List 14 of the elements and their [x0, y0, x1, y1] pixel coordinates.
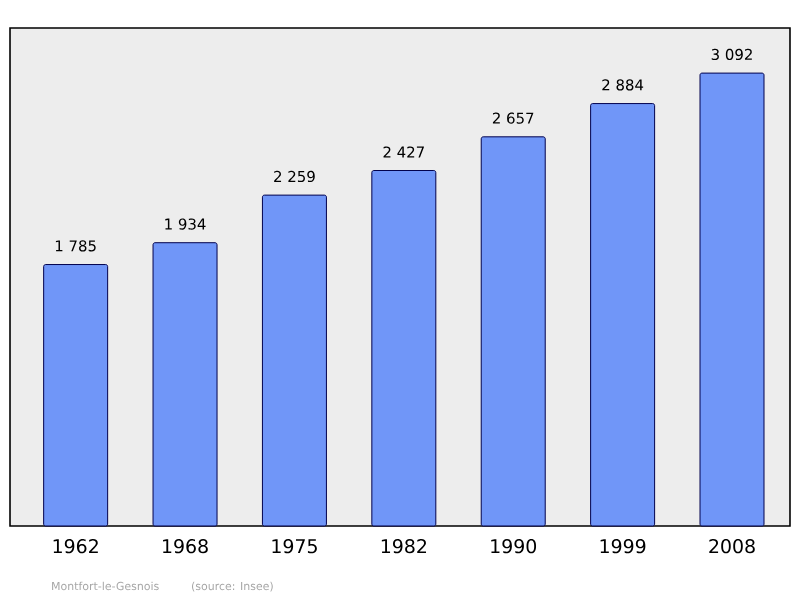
- x-tick-label: 1975: [272, 538, 317, 554]
- x-tick-label: 1999: [600, 538, 646, 554]
- x-tick-label: 1962: [53, 538, 98, 554]
- x-tick-label: 1990: [491, 538, 537, 554]
- x-tick-label: 1982: [381, 538, 427, 554]
- bar: [261, 194, 327, 527]
- bar: [43, 264, 109, 527]
- bar: [152, 242, 218, 527]
- bar: [480, 136, 546, 527]
- x-tick-label: 1968: [163, 538, 208, 554]
- bar: [699, 72, 765, 527]
- bar: [371, 169, 437, 527]
- bar: [590, 103, 656, 527]
- x-tick-label: 2008: [709, 538, 755, 554]
